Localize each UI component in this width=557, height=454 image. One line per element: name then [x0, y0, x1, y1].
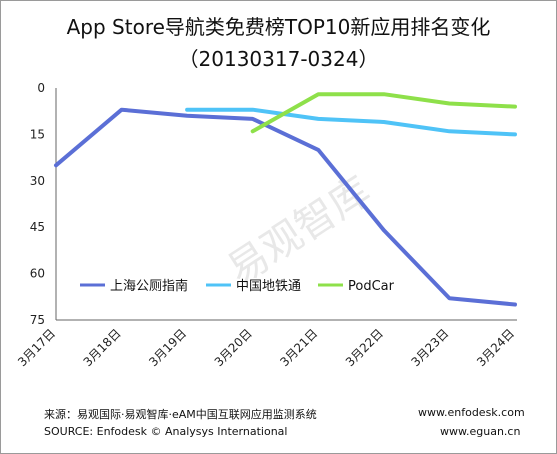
legend-label: PodCar [348, 279, 395, 294]
y-tick-label: 30 [30, 174, 45, 188]
x-tick-label: 3月23日 [408, 326, 451, 369]
x-tick-label: 3月19日 [146, 326, 189, 369]
y-tick-label: 75 [30, 313, 45, 327]
chart-subtitle: （20130317-0324） [178, 47, 379, 71]
watermark: 易观智库 [220, 168, 379, 294]
x-tick-label: 3月20日 [212, 326, 255, 369]
y-tick-label: 45 [30, 220, 45, 234]
series-line [185, 107, 517, 137]
x-tick-label: 3月22日 [343, 326, 386, 369]
x-tick-label: 3月24日 [474, 326, 517, 369]
x-tick-label: 3月21日 [277, 326, 320, 369]
y-tick-label: 0 [37, 81, 45, 95]
y-tick-label: 60 [30, 267, 45, 281]
chart-title: App Store导航类免费榜TOP10新应用排名变化 [66, 15, 491, 39]
x-tick-label: 3月17日 [15, 326, 58, 369]
url-eguan: www.eguan.cn [440, 425, 521, 438]
series-line [54, 107, 517, 307]
y-tick-label: 15 [30, 127, 45, 141]
series-line [250, 92, 517, 134]
x-tick-label: 3月18日 [81, 326, 124, 369]
source-cn: 来源：易观国际·易观智库·eAM中国互联网应用监测系统 [44, 408, 317, 421]
source-en: SOURCE: Enfodesk © Analysys Internationa… [44, 425, 288, 438]
legend-label: 中国地铁通 [236, 279, 301, 294]
legend-label: 上海公厕指南 [110, 278, 188, 294]
url-enfodesk: www.enfodesk.com [418, 406, 525, 419]
